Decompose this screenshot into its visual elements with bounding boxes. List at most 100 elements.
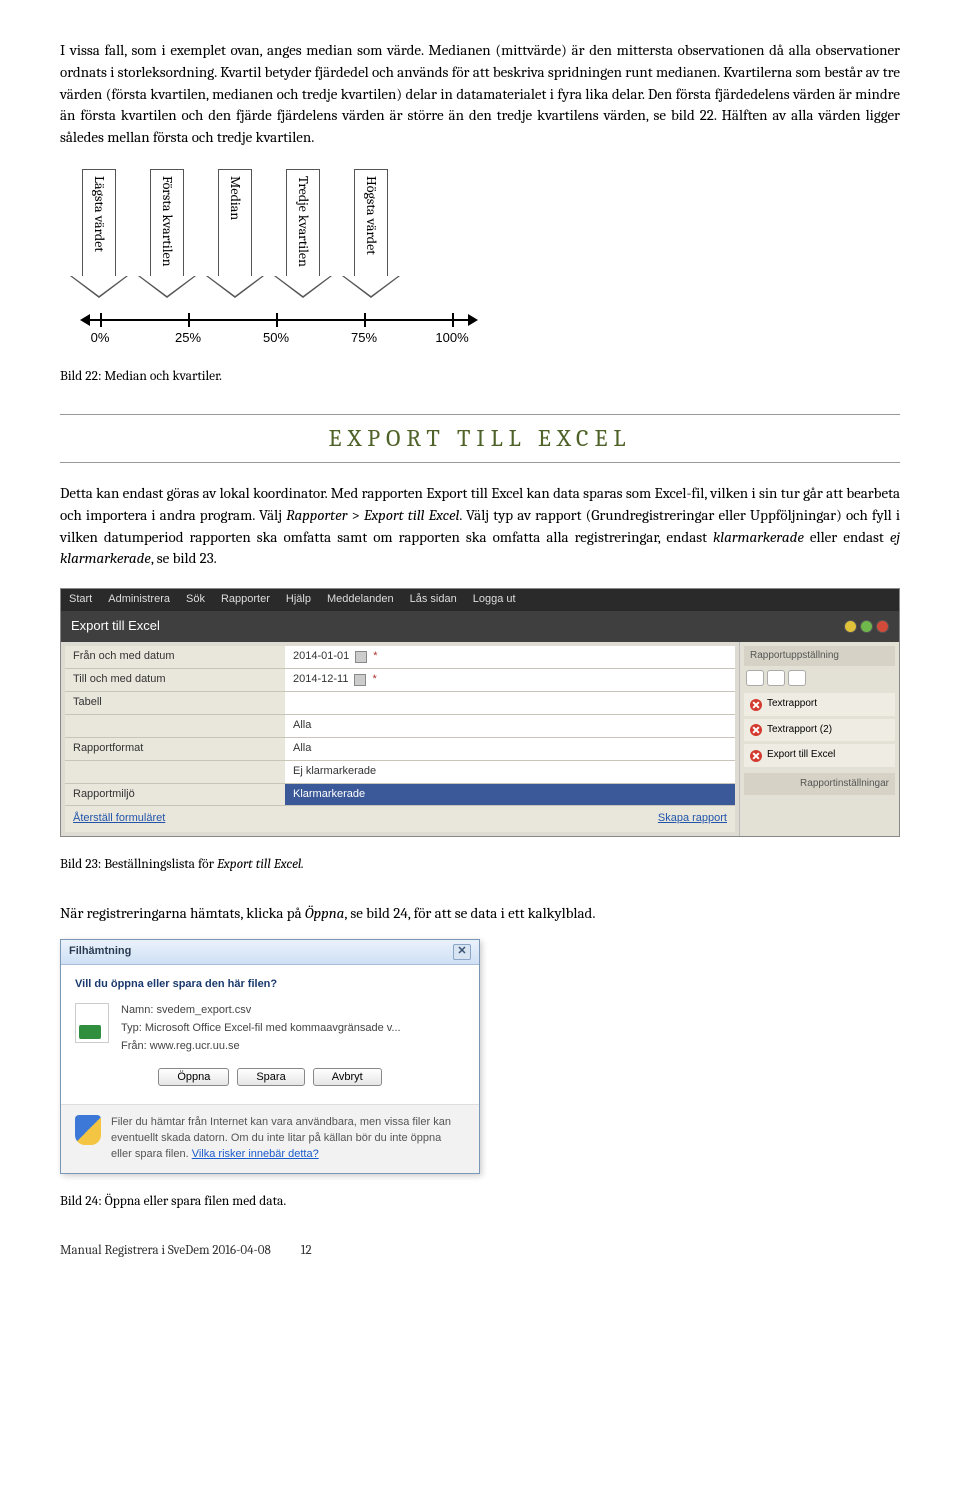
file-download-dialog: Filhämtning ✕ Vill du öppna eller spara … — [60, 939, 480, 1175]
delete-icon[interactable] — [750, 699, 762, 711]
side-icon[interactable] — [788, 670, 806, 686]
close-icon[interactable]: ✕ — [453, 944, 471, 960]
calendar-icon[interactable] — [354, 674, 366, 686]
menu-item[interactable]: Sök — [186, 592, 205, 608]
delete-icon[interactable] — [750, 750, 762, 762]
menu-item[interactable]: Administrera — [108, 592, 170, 608]
text: > — [347, 506, 364, 524]
text: Bild 23: Beställningslista för — [60, 857, 217, 872]
form-label: Till och med datum — [65, 669, 285, 691]
open-button[interactable]: Öppna — [158, 1068, 229, 1086]
form-footer: Återställ formuläret Skapa rapport — [65, 806, 735, 832]
caption-23: Bild 23: Beställningslista för Export ti… — [60, 855, 900, 875]
arrow-label: Median — [225, 176, 245, 220]
arrow-label: Första kvartilen — [157, 176, 177, 267]
form-value[interactable]: Alla — [285, 738, 735, 760]
em-klar: klarmarkerade — [713, 528, 804, 546]
calendar-icon[interactable] — [355, 651, 367, 663]
menu-item[interactable]: Lås sidan — [410, 592, 457, 608]
form-value[interactable]: Klarmarkerade — [285, 784, 735, 806]
dialog-buttons: Öppna Spara Avbryt — [75, 1068, 465, 1086]
form-row: Ej klarmarkerade — [65, 761, 735, 784]
menu-item[interactable]: Logga ut — [473, 592, 516, 608]
text: , se bild 23. — [151, 549, 217, 567]
create-report-link[interactable]: Skapa rapport — [658, 811, 727, 827]
value: www.reg.ucr.uu.se — [150, 1040, 240, 1052]
side-item-label: Textrapport (2) — [767, 723, 832, 738]
dialog-question: Vill du öppna eller spara den här filen? — [75, 977, 465, 993]
tick-label: 50% — [263, 329, 289, 348]
side-report-item[interactable]: Export till Excel — [744, 744, 895, 767]
arrow-4: Högsta värdet — [342, 169, 400, 299]
form-row: Från och med datum2014-01-01* — [65, 646, 735, 669]
window-buttons — [844, 620, 889, 633]
arrow-label: Lägsta värdet — [89, 176, 109, 252]
window-button-icon[interactable] — [860, 620, 873, 633]
window-button-icon[interactable] — [876, 620, 889, 633]
file-icon — [75, 1003, 109, 1043]
axis: 0%25%50%75%100% — [60, 309, 480, 349]
em-oppna: Öppna — [305, 904, 344, 922]
arrow-label: Tredje kvartilen — [293, 176, 313, 267]
form-value[interactable]: Alla — [285, 715, 735, 737]
menu-item[interactable]: Meddelanden — [327, 592, 394, 608]
label: Typ: — [121, 1022, 142, 1034]
form-label: Från och med datum — [65, 646, 285, 668]
tick-label: 75% — [351, 329, 377, 348]
save-button[interactable]: Spara — [237, 1068, 304, 1086]
side-report-item[interactable]: Textrapport — [744, 693, 895, 716]
form-label: Rapportformat — [65, 738, 285, 760]
form-row: RapportmiljöKlarmarkerade — [65, 784, 735, 807]
screenshot-export-form: Start Administrera Sök Rapporter Hjälp Meddel… — [60, 588, 900, 837]
menu-item[interactable]: Start — [69, 592, 92, 608]
footer-page-number: 12 — [301, 1242, 312, 1261]
form-area: Från och med datum2014-01-01*Till och me… — [61, 642, 739, 837]
label: Namn: — [121, 1004, 153, 1016]
side-item-label: Export till Excel — [767, 748, 835, 763]
arrow-label: Högsta värdet — [361, 176, 381, 255]
text: , se bild 24, för att se data i ett kalk… — [344, 904, 595, 922]
form-value[interactable] — [285, 692, 735, 714]
footer-doc-title: Manual Registrera i SveDem 2016-04-08 — [60, 1242, 271, 1261]
export-paragraph: Detta kan endast göras av lokal koordina… — [60, 483, 900, 570]
tick — [276, 313, 278, 327]
dialog-titlebar: Filhämtning ✕ — [61, 940, 479, 965]
side-icons — [744, 666, 895, 690]
window-button-icon[interactable] — [844, 620, 857, 633]
text: När registreringarna hämtats, klicka på — [60, 904, 305, 922]
risk-link[interactable]: Vilka risker innebär detta? — [192, 1148, 319, 1160]
value: svedem_export.csv — [156, 1004, 251, 1016]
dialog-warning: Filer du hämtar från Internet kan vara a… — [61, 1104, 479, 1173]
tick — [364, 313, 366, 327]
side-footer: Rapportinställningar — [744, 773, 895, 796]
form-row: Tabell — [65, 692, 735, 715]
form-value[interactable]: 2014-01-01* — [285, 646, 735, 668]
menu-item[interactable]: Rapporter — [221, 592, 270, 608]
form-label: Tabell — [65, 692, 285, 714]
tick-label: 100% — [435, 329, 468, 348]
form-value[interactable]: 2014-12-11* — [285, 669, 735, 691]
file-meta: Namn: svedem_export.csv Typ: Microsoft O… — [121, 1003, 401, 1057]
shield-icon — [75, 1115, 101, 1145]
text: eller endast — [804, 528, 890, 546]
panel-header: Export till Excel — [61, 611, 899, 642]
label: Från: — [121, 1040, 147, 1052]
em-rapporter: Rapporter — [286, 506, 347, 524]
section-title-export: EXPORT TILL EXCEL — [60, 414, 900, 463]
side-report-item[interactable]: Textrapport (2) — [744, 719, 895, 742]
panel-title: Export till Excel — [71, 617, 160, 636]
cancel-button[interactable]: Avbryt — [313, 1068, 382, 1086]
value: Microsoft Office Excel-fil med kommaavgr… — [145, 1022, 401, 1034]
arrow-0: Lägsta värdet — [70, 169, 128, 299]
form-value[interactable]: Ej klarmarkerade — [285, 761, 735, 783]
quartile-diagram: Lägsta värdet Första kvartilen Median Tredj… — [60, 169, 900, 349]
side-icon[interactable] — [746, 670, 764, 686]
arrow-1: Första kvartilen — [138, 169, 196, 299]
caption-24: Bild 24: Öppna eller spara filen med dat… — [60, 1192, 900, 1212]
reset-link[interactable]: Återställ formuläret — [73, 811, 165, 827]
side-icon[interactable] — [767, 670, 785, 686]
form-label — [65, 715, 285, 737]
menu-item[interactable]: Hjälp — [286, 592, 311, 608]
delete-icon[interactable] — [750, 724, 762, 736]
side-heading: Rapportuppställning — [744, 646, 895, 667]
